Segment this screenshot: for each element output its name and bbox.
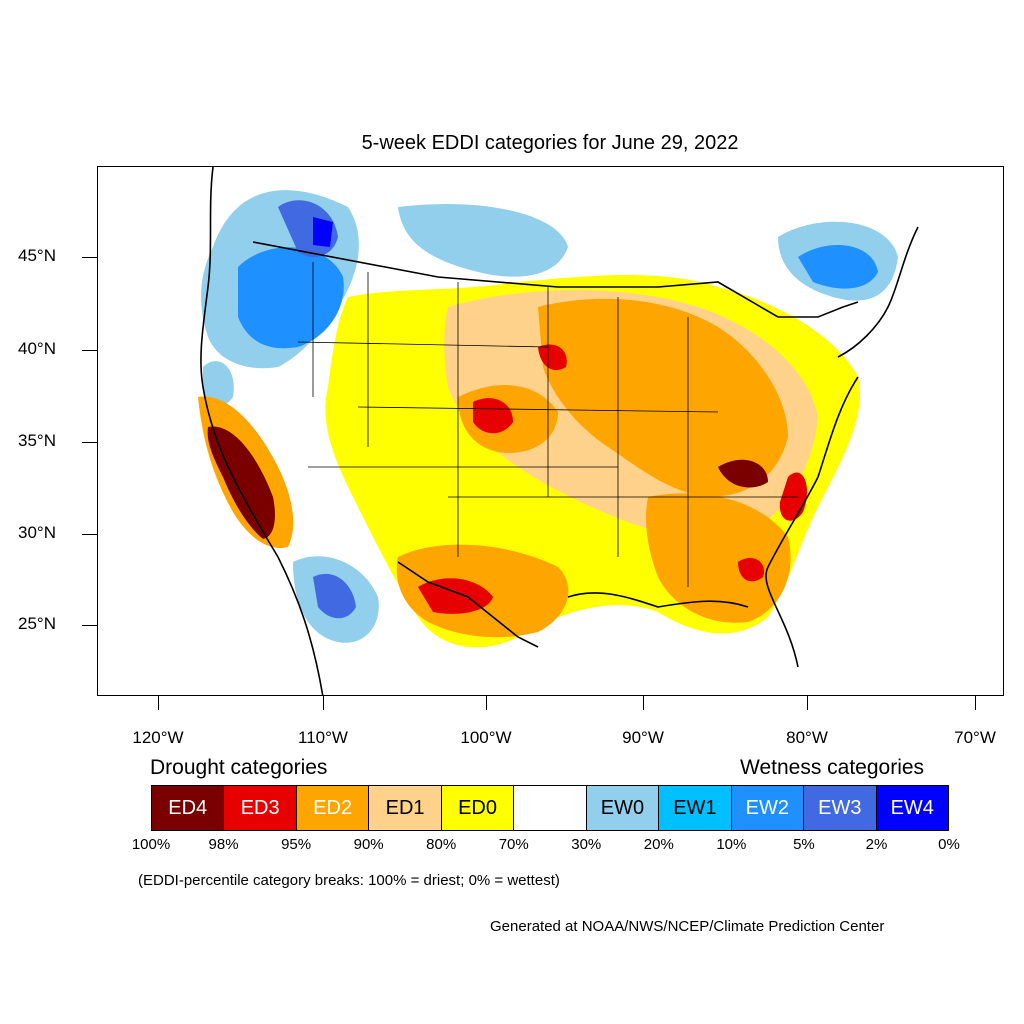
legend-swatch-ew3: EW3 — [804, 786, 877, 830]
legend-swatch-ed2: ED2 — [296, 786, 370, 830]
latitude-label-35n: 35°N — [18, 431, 56, 450]
longitude-label-70w: 70°W — [954, 728, 996, 747]
legend-swatch-ew1: EW1 — [659, 786, 732, 830]
latitude-tick — [82, 442, 97, 443]
percentile-break-label: 70% — [498, 836, 529, 853]
credit-line: Generated at NOAA/NWS/NCEP/Climate Predi… — [490, 918, 885, 935]
longitude-label-110w: 110°W — [298, 728, 348, 747]
percentile-break-label: 2% — [865, 836, 888, 853]
percentile-break-label: 95% — [281, 836, 312, 853]
percentile-break-label: 100% — [131, 836, 171, 853]
eddi-map — [97, 166, 1004, 696]
legend-swatch-ed0: ED0 — [441, 786, 515, 830]
legend-swatch-ed1: ED1 — [369, 786, 442, 830]
percentile-break-label: 0% — [938, 836, 960, 853]
state-lines — [297, 262, 798, 587]
longitude-tick — [486, 696, 487, 710]
latitude-label-45n: 45°N — [18, 246, 56, 265]
eddi-map-canvas — [198, 167, 919, 695]
longitude-tick — [323, 696, 324, 710]
longitude-tick — [158, 696, 159, 710]
longitude-tick — [807, 696, 808, 710]
latitude-label-25n: 25°N — [18, 614, 56, 633]
longitude-tick — [643, 696, 644, 710]
category-breaks-note: (EDDI-percentile category breaks: 100% =… — [138, 872, 560, 889]
map-title: 5-week EDDI categories for June 29, 2022 — [361, 132, 739, 154]
drought-areas — [198, 275, 860, 648]
drought-categories-heading: Drought categories — [150, 756, 328, 779]
longitude-label-100w: 100°W — [460, 728, 512, 747]
latitude-tick — [82, 350, 97, 351]
percentile-break-label: 30% — [571, 836, 602, 853]
legend-swatch-ew0: EW0 — [586, 786, 660, 830]
latitude-tick — [82, 534, 97, 535]
percentile-break-label: 5% — [793, 836, 815, 853]
wetness-categories-heading: Wetness categories — [740, 756, 925, 779]
legend-swatch-ew2: EW2 — [731, 786, 805, 830]
longitude-label-120w: 120°W — [132, 728, 184, 747]
boundaries — [200, 167, 919, 695]
percentile-break-label: 10% — [716, 836, 747, 853]
latitude-tick — [82, 257, 97, 258]
percentile-break-label: 80% — [426, 836, 457, 853]
percentile-break-label: 20% — [643, 836, 674, 853]
wetness-areas — [201, 190, 898, 643]
longitude-label-80w: 80°W — [786, 728, 828, 747]
latitude-tick — [82, 625, 97, 626]
longitude-label-90w: 90°W — [622, 728, 664, 747]
longitude-tick — [975, 696, 976, 710]
legend-swatch-ew4: EW4 — [876, 786, 948, 830]
legend-swatch-ed3: ED3 — [224, 786, 297, 830]
category-legend: ED4 ED3 ED2 ED1 ED0 EW0 EW1 EW2 EW3 EW4 — [151, 785, 949, 831]
percentile-break-label: 98% — [208, 836, 239, 853]
latitude-label-40n: 40°N — [18, 339, 56, 358]
latitude-label-30n: 30°N — [18, 523, 56, 542]
legend-swatch-ed4: ED4 — [152, 786, 225, 830]
legend-swatch-normal — [514, 786, 587, 830]
percentile-break-label: 90% — [353, 836, 384, 853]
